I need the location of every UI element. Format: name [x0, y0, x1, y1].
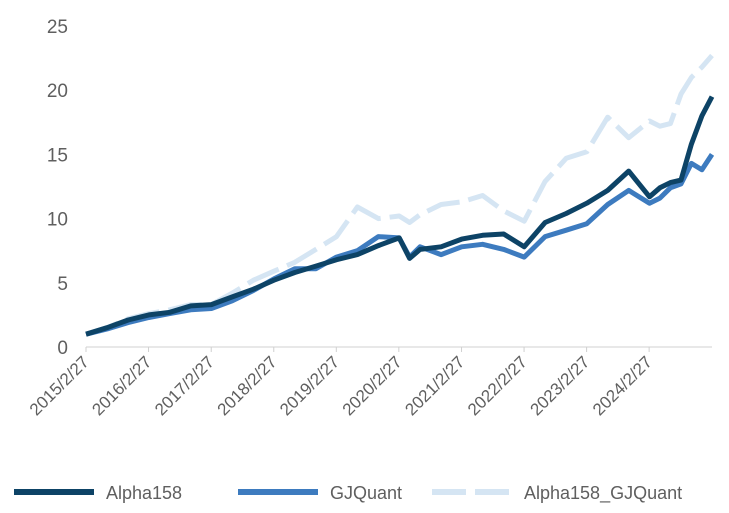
x-tick-label: 2015/2/27	[26, 352, 93, 419]
series-lines	[85, 53, 715, 337]
legend-label: Alpha158	[106, 483, 182, 503]
y-tick-label: 5	[57, 274, 68, 295]
y-tick-label: 10	[47, 210, 68, 231]
x-tick-label: 2024/2/27	[589, 352, 656, 419]
x-tick-label: 2017/2/27	[151, 352, 218, 419]
x-tick-label: 2023/2/27	[527, 352, 594, 419]
axes: 05101520252015/2/272016/2/272017/2/27201…	[26, 17, 712, 419]
legend: Alpha158 GJQuant Alpha158_GJQuant	[14, 483, 682, 504]
y-tick-label: 20	[47, 81, 68, 102]
y-tick-label: 25	[47, 17, 68, 38]
series-line-alpha158	[85, 95, 715, 337]
legend-label: GJQuant	[330, 483, 402, 503]
x-tick-label: 2019/2/27	[276, 352, 343, 419]
x-tick-label: 2018/2/27	[214, 352, 281, 419]
legend-label: Alpha158_GJQuant	[524, 483, 682, 504]
y-tick-label: 15	[47, 145, 68, 166]
y-tick-label: 0	[57, 338, 68, 359]
series-line-gjquant	[85, 153, 715, 337]
series-line-alpha158-gjquant	[85, 53, 714, 337]
x-tick-label: 2016/2/27	[88, 352, 155, 419]
x-tick-label: 2021/2/27	[401, 352, 468, 419]
x-tick-label: 2022/2/27	[464, 352, 531, 419]
x-tick-label: 2020/2/27	[339, 352, 406, 419]
